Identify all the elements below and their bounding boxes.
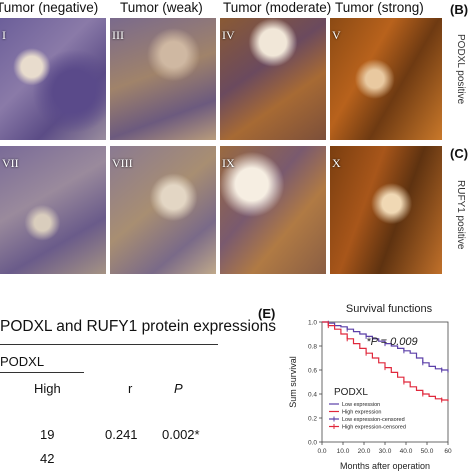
panel-letter-e: (E) (258, 306, 276, 321)
micrograph-moderate-2: IX (220, 146, 326, 274)
table-col-high: High (34, 381, 61, 396)
y-tick-label: 0.8 (308, 344, 317, 351)
panel-numeral: IX (222, 156, 235, 170)
x-tick-label: 60 (444, 448, 452, 455)
side-label-podxl: PODXL positive (455, 34, 466, 105)
micrograph-strong-1: V (330, 18, 442, 140)
chart-title: Survival functions (346, 303, 433, 315)
y-tick-label: 1.0 (308, 320, 317, 327)
panel-numeral: V (332, 28, 341, 42)
panel-numeral: I (2, 28, 6, 42)
table-rule-mid (0, 372, 84, 373)
legend-entry: High expression-censored (342, 425, 406, 431)
series-line-high (322, 321, 449, 402)
table-row1-high: 19 (40, 427, 55, 442)
x-tick-label: 40.0 (400, 448, 413, 455)
legend-entry: Low expression-censored (342, 417, 405, 423)
x-tick-label: 20.0 (358, 448, 371, 455)
table-row1-p: 0.002* (162, 427, 200, 442)
p-value-annotation: *P = 0.009 (366, 336, 417, 348)
x-tick-label: 50.0 (421, 448, 434, 455)
x-tick-label: 30.0 (379, 448, 392, 455)
table-group-header: PODXL (0, 354, 45, 369)
table-rule-top (0, 344, 218, 345)
x-tick-label: 10.0 (337, 448, 350, 455)
table-col-p: P (174, 381, 183, 396)
panel-numeral: X (332, 156, 341, 170)
y-tick-label: 0.2 (308, 416, 317, 423)
label-tumor-strong: Tumor (strong) (335, 0, 424, 15)
micrograph-strong-2: X (330, 146, 442, 274)
panel-letter-c: (C) (450, 146, 469, 161)
label-tumor-weak: Tumor (weak) (120, 0, 203, 15)
table-row1-r: 0.241 (105, 427, 138, 442)
legend-entry: High expression (342, 410, 381, 416)
panel-numeral: VIII (112, 156, 133, 170)
legend-title: PODXL (334, 387, 368, 398)
y-axis-label: Sum survival (288, 356, 298, 408)
panel-letter-b: (B) (450, 2, 469, 17)
panel-numeral: VII (2, 156, 19, 170)
table-title: PODXL and RUFY1 protein expressions (0, 318, 276, 335)
x-tick-label: 0.0 (317, 448, 326, 455)
micrograph-negative-2: VII (0, 146, 106, 274)
plot-frame (321, 321, 449, 443)
table-row2-high: 42 (40, 451, 55, 466)
table-col-r: r (128, 381, 133, 396)
micrograph-weak-2: VIII (110, 146, 216, 274)
side-label-rufy1: RUFY1 positive (455, 180, 466, 250)
x-axis-label: Months after operation (340, 461, 430, 471)
y-tick-label: 0.4 (308, 392, 317, 399)
legend-entry: Low expression (342, 402, 380, 408)
micrograph-weak-1: III (110, 18, 216, 140)
micrograph-moderate-1: IV (220, 18, 326, 140)
y-tick-label: 0.0 (308, 440, 317, 447)
label-tumor-moderate: Tumor (moderate) (223, 0, 332, 15)
panel-numeral: IV (222, 28, 235, 42)
label-tumor-negative: Tumor (negative) (0, 0, 99, 15)
series-line-low (322, 321, 449, 373)
panel-numeral: III (112, 28, 124, 42)
micrograph-negative-1: I (0, 18, 106, 140)
y-tick-label: 0.6 (308, 368, 317, 375)
